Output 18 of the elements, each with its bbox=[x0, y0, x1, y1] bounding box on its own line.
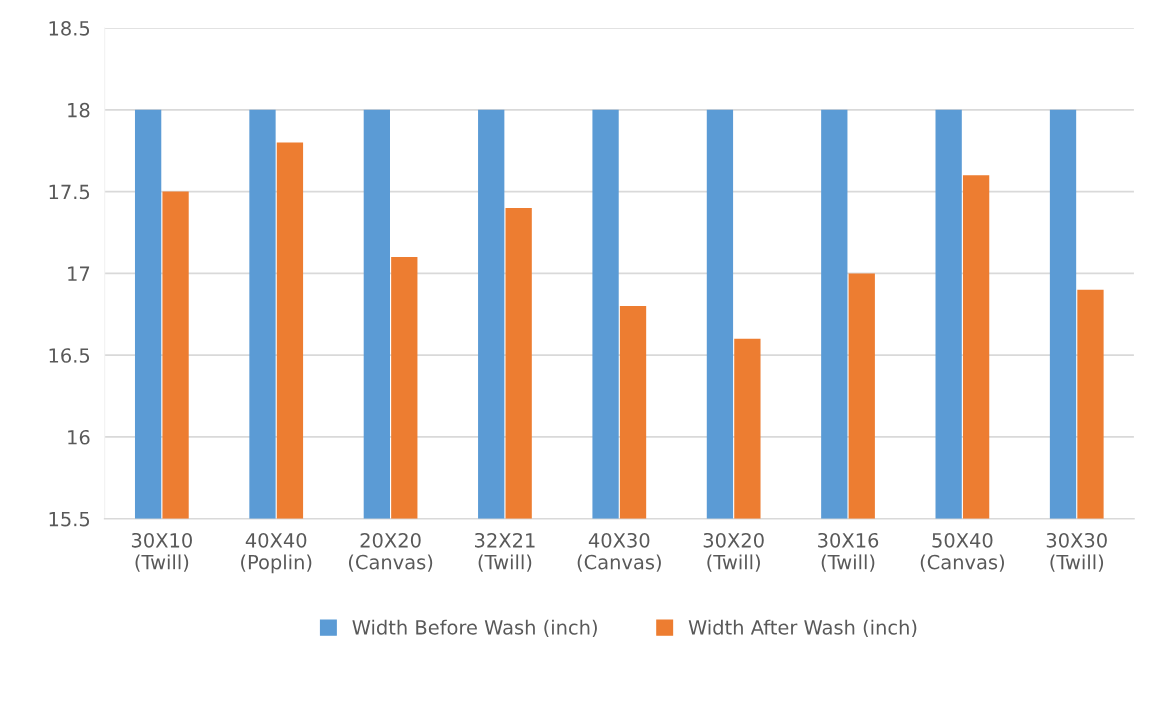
x-tick-label: 30X10 (Twill) bbox=[131, 532, 192, 572]
x-tick-label: 32X21 (Twill) bbox=[475, 532, 535, 572]
legend-label: Width Before Wash (inch) bbox=[352, 619, 597, 637]
x-tick-label: 40X30 (Canvas) bbox=[577, 532, 661, 572]
x-tick-label: 30X20 (Twill) bbox=[703, 532, 764, 572]
x-tick-label: 50X40 (Canvas) bbox=[920, 532, 1004, 572]
x-tick-label: 20X20 (Canvas) bbox=[348, 532, 433, 572]
x-tick-label: 40X40 (Poplin) bbox=[241, 532, 312, 574]
y-tick-label: 18 bbox=[68, 102, 90, 118]
y-tick-label: 18.5 bbox=[49, 21, 90, 36]
x-tick-label: 30X16 (Twill) bbox=[818, 532, 879, 572]
x-tick-label: 30X30 (Twill) bbox=[1046, 532, 1107, 572]
y-tick-label: 15.5 bbox=[49, 511, 90, 527]
y-tick-label: 17.5 bbox=[49, 184, 90, 200]
legend-label: Width After Wash (inch) bbox=[688, 619, 917, 637]
y-tick-label: 17 bbox=[68, 266, 90, 281]
y-tick-label: 16 bbox=[68, 429, 90, 445]
y-tick-label: 16.5 bbox=[49, 348, 90, 363]
